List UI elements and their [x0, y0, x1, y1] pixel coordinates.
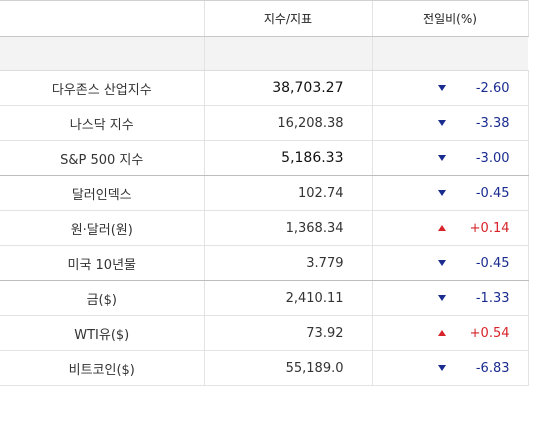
- table-header-row: 지수/지표 전일비(%): [0, 0, 529, 37]
- spacer-row: [0, 36, 528, 71]
- down-triangle-icon: [437, 260, 446, 266]
- row-value: 102.74: [203, 175, 372, 211]
- row-value: 16,208.38: [203, 105, 372, 141]
- down-triangle-icon: [437, 155, 446, 161]
- row-change-cell: -0.45: [371, 175, 529, 211]
- row-name: S&P 500 지수: [0, 140, 204, 176]
- row-name: 비트코인($): [0, 350, 204, 386]
- row-change-cell: +0.14: [371, 210, 529, 246]
- spacer-cell: [371, 36, 528, 71]
- table-row-us-10y: 미국 10년물 3.779 -0.45: [0, 245, 529, 281]
- row-name: 달러인덱스: [0, 175, 204, 211]
- row-change-cell: -3.38: [371, 105, 529, 141]
- table-row-sp500: S&P 500 지수 5,186.33 -3.00: [0, 140, 529, 176]
- down-triangle-icon: [437, 120, 446, 126]
- up-triangle-icon: [437, 330, 446, 336]
- row-change: -3.38: [475, 115, 510, 131]
- table-row-bitcoin: 비트코인($) 55,189.0 -6.83: [0, 350, 529, 386]
- row-value: 1,368.34: [203, 210, 372, 246]
- row-name: 나스닥 지수: [0, 105, 204, 141]
- row-change: -6.83: [475, 360, 510, 376]
- up-triangle-icon: [437, 225, 446, 231]
- row-change: -3.00: [475, 150, 510, 166]
- down-triangle-icon: [437, 295, 446, 301]
- table-row-dollar-index: 달러인덱스 102.74 -0.45: [0, 175, 529, 211]
- header-change: 전일비(%): [371, 0, 529, 37]
- row-name: 금($): [0, 280, 204, 316]
- row-change: +0.14: [469, 220, 510, 236]
- row-change: -0.45: [475, 185, 510, 201]
- row-change: +0.54: [469, 325, 510, 341]
- row-value: 38,703.27: [203, 70, 372, 106]
- row-name: 원·달러(원): [0, 210, 204, 246]
- row-change-cell: -3.00: [371, 140, 529, 176]
- row-change-cell: +0.54: [371, 315, 529, 351]
- row-value: 73.92: [203, 315, 372, 351]
- row-change: -0.45: [475, 255, 510, 271]
- row-change-cell: -0.45: [371, 245, 529, 281]
- table-row-won-dollar: 원·달러(원) 1,368.34 +0.14: [0, 210, 529, 246]
- table-row-dow: 다우존스 산업지수 38,703.27 -2.60: [0, 70, 529, 106]
- row-value: 5,186.33: [203, 140, 372, 176]
- down-triangle-icon: [437, 190, 446, 196]
- row-name: 미국 10년물: [0, 245, 204, 281]
- header-index: 지수/지표: [203, 0, 372, 37]
- row-change-cell: -2.60: [371, 70, 529, 106]
- row-change-cell: -1.33: [371, 280, 529, 316]
- spacer-cell: [203, 36, 372, 71]
- down-triangle-icon: [437, 85, 446, 91]
- row-change: -2.60: [475, 80, 510, 96]
- market-index-table: 지수/지표 전일비(%) 다우존스 산업지수 38,703.27 -2.60 나…: [0, 0, 529, 386]
- table-row-gold: 금($) 2,410.11 -1.33: [0, 280, 529, 316]
- row-value: 2,410.11: [203, 280, 372, 316]
- row-name: WTI유($): [0, 315, 204, 351]
- row-change: -1.33: [475, 290, 510, 306]
- table-row-nasdaq: 나스닥 지수 16,208.38 -3.38: [0, 105, 529, 141]
- row-change-cell: -6.83: [371, 350, 529, 386]
- down-triangle-icon: [437, 365, 446, 371]
- header-name-cell: [0, 0, 204, 37]
- row-value: 3.779: [203, 245, 372, 281]
- row-value: 55,189.0: [203, 350, 372, 386]
- row-name: 다우존스 산업지수: [0, 70, 204, 106]
- table-row-wti: WTI유($) 73.92 +0.54: [0, 315, 529, 351]
- spacer-cell: [0, 36, 204, 71]
